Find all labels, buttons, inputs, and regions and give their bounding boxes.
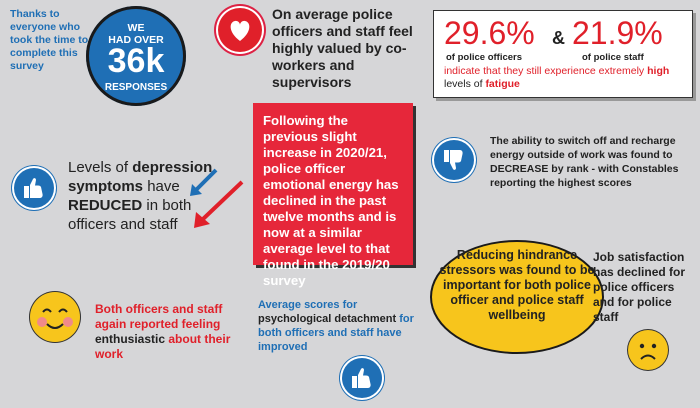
- depression-statement: Levels of depression symptoms have REDUC…: [68, 158, 218, 234]
- fatigue-text-high: high: [647, 65, 670, 77]
- enthusiastic-text-after: about their work: [95, 332, 231, 361]
- recharge-decrease: DECREASE: [490, 163, 549, 175]
- depression-text-after: in both officers and staff: [68, 197, 192, 233]
- fatigue-text-before: indicate that they still experience extr…: [444, 65, 648, 77]
- detachment-keyword: psychological detachment: [258, 313, 397, 325]
- thumbs-up-icon: [14, 168, 54, 208]
- emotional-energy-box: Following the previous slight increase i…: [253, 103, 413, 288]
- job-satisfaction-statement: Job satisfaction has declined for police…: [593, 250, 686, 324]
- enthusiastic-statement: Both officers and staff again reported f…: [95, 302, 245, 362]
- fatigue-box: 29.6% & 21.9% of police officers of poli…: [433, 10, 693, 98]
- recharge-text-before: The ability to switch off and recharge e…: [490, 135, 676, 161]
- recharge-text-after: by rank - with Constables reporting the …: [490, 163, 679, 189]
- hindrance-stressors-circle: Reducing hindrance stressors was found t…: [432, 242, 602, 352]
- enthusiastic-text-before: Both officers and staff again reported f…: [95, 302, 223, 331]
- recharge-statement: The ability to switch off and recharge e…: [490, 134, 690, 190]
- depression-reduced: REDUCED: [68, 197, 143, 214]
- hindrance-text: Reducing hindrance stressors was found t…: [439, 248, 595, 322]
- depression-text-before: Levels of: [68, 159, 133, 176]
- responses-label: RESPONSES: [104, 82, 168, 93]
- fatigue-text-mid: levels of: [444, 78, 486, 90]
- responses-we: WE: [127, 22, 145, 34]
- valued-statement: On average police officers and staff fee…: [272, 6, 413, 90]
- officers-label: of police officers: [446, 52, 523, 63]
- responses-had-over: HAD OVER: [108, 34, 164, 46]
- responses-count: 36k: [107, 42, 165, 80]
- depression-text-mid: have: [143, 178, 180, 195]
- responses-badge: WE HAD OVER 36k RESPONSES: [86, 6, 186, 106]
- arrows-down-icon: [186, 168, 246, 230]
- detachment-text-before: Average scores for: [258, 299, 358, 311]
- staff-label: of police staff: [582, 52, 644, 63]
- responses-intro: WE HAD OVER: [86, 22, 186, 46]
- detachment-statement: Average scores for psychological detachm…: [258, 298, 418, 354]
- sad-face-icon: [628, 330, 668, 370]
- thanks-note: Thanks to everyone who took the time to …: [10, 8, 89, 72]
- staff-fatigue-percent: 21.9%: [572, 15, 663, 51]
- depression-keyword: depression symptoms: [68, 159, 213, 195]
- smiley-face-icon: [30, 292, 80, 342]
- fatigue-description: indicate that they still experience extr…: [444, 65, 684, 91]
- thumbs-up-icon: [342, 358, 382, 398]
- thumbs-down-icon: [434, 140, 474, 180]
- officers-fatigue-percent: 29.6%: [444, 15, 535, 51]
- detachment-text-after: for both officers and staff have improve…: [258, 313, 414, 353]
- heart-icon: [218, 8, 262, 52]
- ampersand: &: [552, 28, 565, 48]
- enthusiastic-word: enthusiastic: [95, 332, 166, 346]
- fatigue-text-fatigue: fatigue: [485, 78, 520, 90]
